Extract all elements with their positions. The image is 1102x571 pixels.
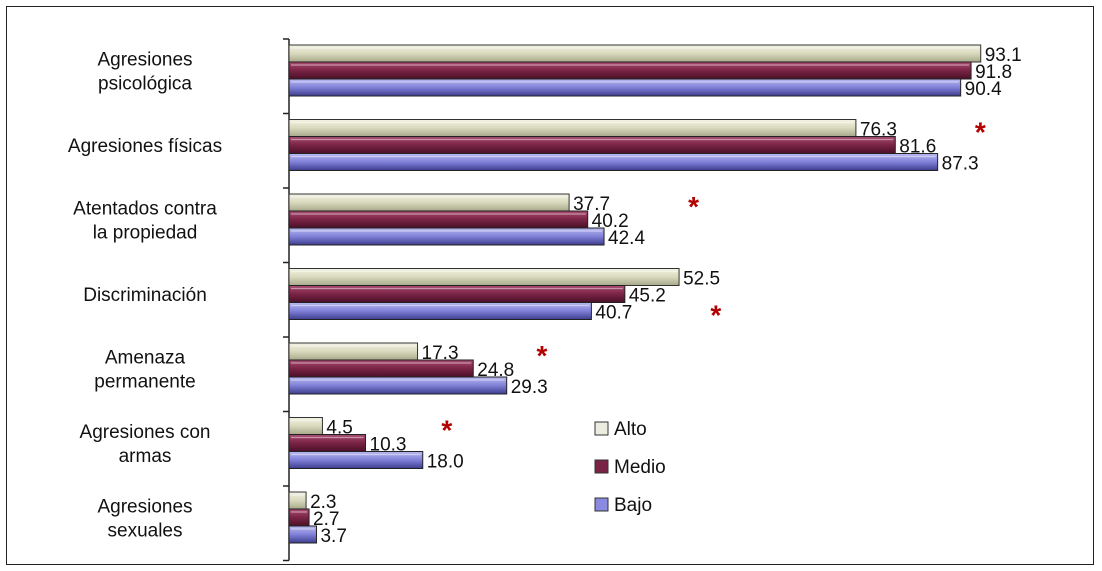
value-label: 42.4 <box>608 228 645 249</box>
bar-bajo <box>288 78 962 97</box>
bar-bajo <box>288 451 424 469</box>
legend-label-medio: Medio <box>614 457 666 478</box>
value-label: 93.1 <box>985 45 1022 66</box>
value-label: 3.7 <box>320 526 346 547</box>
legend-swatch-bajo <box>594 497 609 512</box>
value-label: 40.7 <box>595 303 632 324</box>
category-label: Agresiones <box>97 50 192 71</box>
plot-area: Agresiones psicológica 93.191.890.4 Agresio… <box>68 38 1022 562</box>
value-label: 87.3 <box>942 154 979 175</box>
category-label: Discriminación <box>83 285 207 306</box>
chart-frame: Agresiones psicológica 93.1 91.8 90.4 Agresio… <box>6 6 1094 565</box>
significance-star: * <box>688 191 699 222</box>
value-label: 45.2 <box>629 286 666 307</box>
value-label: 29.3 <box>511 377 548 398</box>
bar-bajo <box>288 227 605 246</box>
legend-swatch-medio <box>594 459 609 474</box>
significance-star: * <box>537 340 548 371</box>
category-label: psicológica <box>98 74 192 95</box>
bar-bajo <box>288 376 508 395</box>
category-label: permanente <box>94 372 195 393</box>
value-label: 76.3 <box>860 120 897 141</box>
value-label: 10.3 <box>370 435 407 456</box>
category-label: la propiedad <box>93 223 198 244</box>
bar-bajo <box>288 302 592 320</box>
category-label: sexuales <box>108 521 183 542</box>
legend-swatch-alto <box>594 421 609 436</box>
category-label: armas <box>119 446 172 467</box>
value-label: 4.5 <box>326 418 352 439</box>
bar-bajo <box>288 153 939 171</box>
value-label: 2.3 <box>310 492 336 513</box>
bar-bajo <box>288 525 317 544</box>
value-label: 2.7 <box>313 509 339 530</box>
value-label: 40.2 <box>592 211 629 232</box>
value-label: 52.5 <box>683 269 720 290</box>
category-label: Amenaza <box>105 348 186 369</box>
value-label: 81.6 <box>899 137 936 158</box>
significance-star: * <box>975 117 986 148</box>
bar-chart: Agresiones psicológica 93.191.890.4 Agresio… <box>68 38 1022 562</box>
legend-label-alto: Alto <box>614 419 647 440</box>
value-label: 24.8 <box>477 360 514 381</box>
category-label: Atentados contra <box>73 199 217 220</box>
legend-label-bajo: Bajo <box>614 495 652 516</box>
value-label: 90.4 <box>965 79 1002 100</box>
category-label: Agresiones con <box>80 422 211 443</box>
value-label: 37.7 <box>573 194 610 215</box>
value-label: 91.8 <box>975 62 1012 83</box>
value-label: 18.0 <box>427 452 464 473</box>
category-label: Agresiones físicas <box>68 136 222 157</box>
legend: Alto Medio Bajo <box>594 419 666 516</box>
significance-star: * <box>710 300 721 331</box>
significance-star: * <box>441 415 452 446</box>
value-label: 17.3 <box>422 343 459 364</box>
category-label: Agresiones <box>97 497 192 518</box>
